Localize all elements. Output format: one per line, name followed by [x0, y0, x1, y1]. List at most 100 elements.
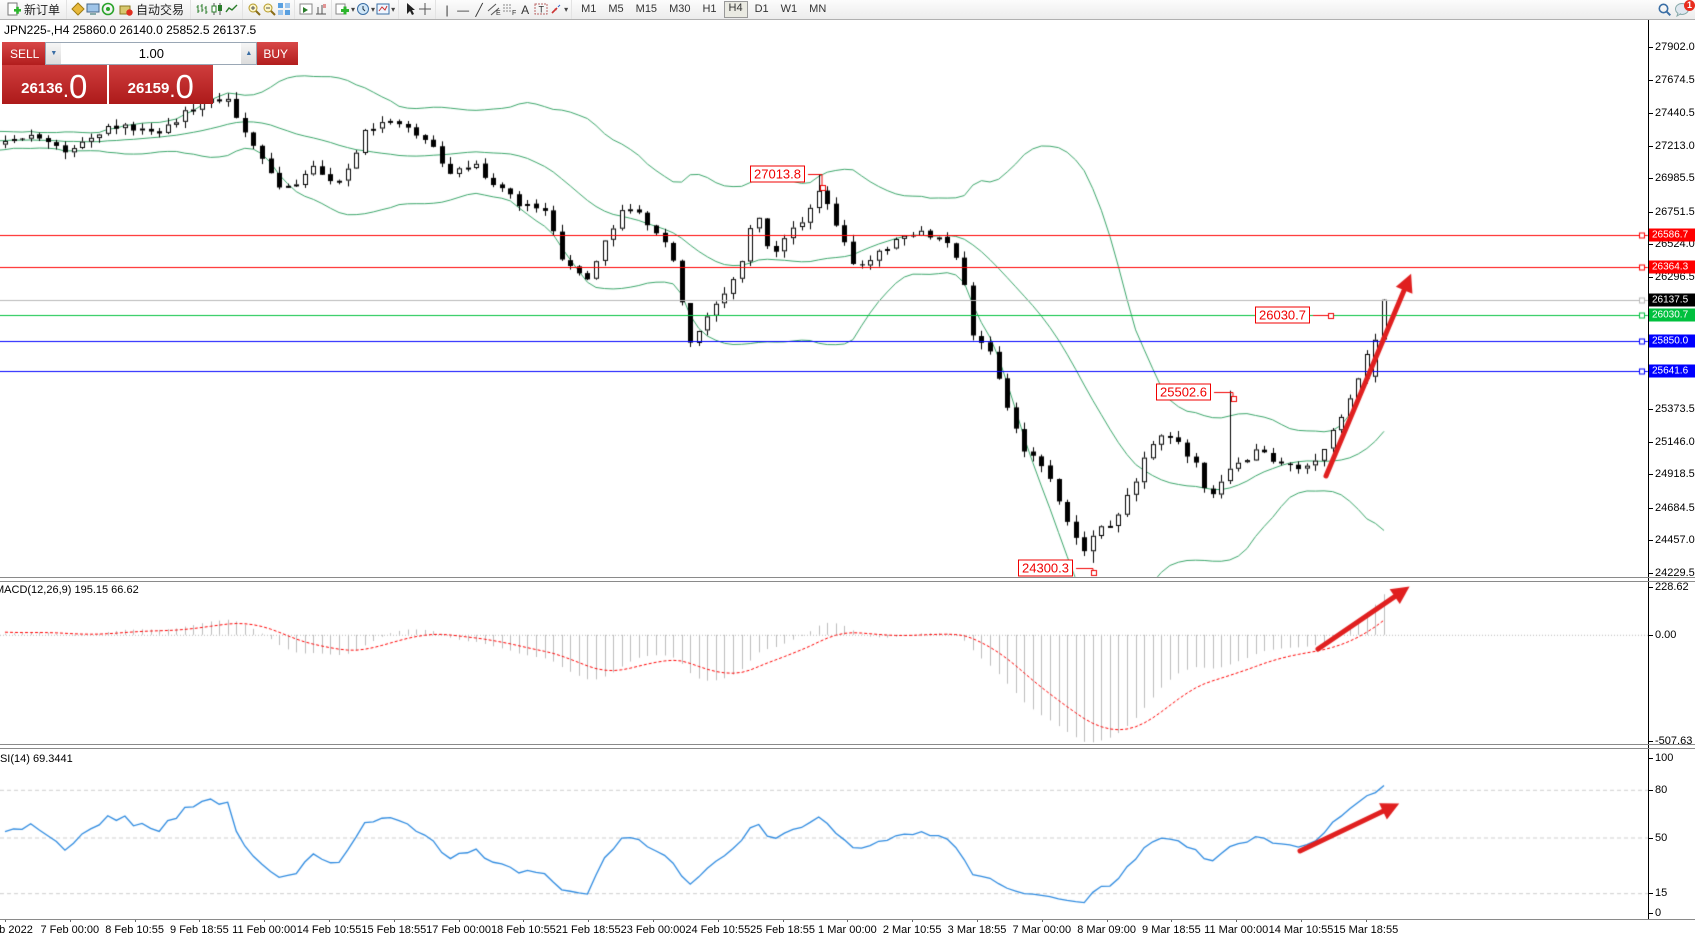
tab-timeframe-M5[interactable]: M5 — [608, 3, 624, 15]
vertical-line-icon[interactable]: | — [445, 2, 449, 17]
auto-trading-button[interactable]: 自动交易 — [115, 1, 187, 18]
period-clock-icon[interactable] — [355, 2, 370, 17]
time-label: 25 Feb 18:55 — [750, 924, 816, 936]
new-order-label: 新订单 — [24, 3, 61, 17]
tab-timeframe-M15[interactable]: M15 — [635, 3, 658, 15]
price-badge: 26137.5 — [1649, 293, 1695, 307]
price-callout[interactable]: 25502.6 — [1156, 383, 1211, 401]
chart-type-group — [190, 0, 242, 19]
time-label: 15 Mar 18:55 — [1333, 924, 1399, 936]
sell-price[interactable]: 26136. 0 — [2, 65, 107, 104]
pane-splitter-rsi[interactable] — [0, 744, 1695, 745]
template-icon[interactable] — [375, 2, 390, 17]
zoom-in-icon[interactable] — [246, 2, 261, 17]
pane-splitter-macd[interactable] — [0, 577, 1695, 578]
fibonacci-icon[interactable]: F — [502, 2, 517, 17]
rsi-tick-dash — [1649, 789, 1653, 791]
line-chart-icon[interactable] — [224, 2, 239, 17]
candlestick-icon[interactable] — [209, 2, 224, 17]
terminal-icon[interactable] — [85, 2, 100, 17]
buy-button[interactable]: BUY — [257, 42, 299, 65]
add-indicator-icon[interactable] — [335, 2, 350, 17]
time-tick-dash — [977, 919, 978, 922]
horizontal-line-icon[interactable]: — — [457, 2, 470, 17]
text-label-icon[interactable]: T — [533, 2, 548, 17]
new-order-button[interactable]: 新订单 — [3, 1, 63, 18]
chat-icon[interactable]: 1 — [1672, 0, 1695, 18]
price-tick: 24918.5 — [1655, 468, 1695, 481]
price-callout[interactable]: 24300.3 — [1018, 559, 1073, 577]
time-tick-dash — [199, 919, 201, 922]
tab-timeframe-H1[interactable]: H1 — [702, 3, 717, 15]
price-tick-dash — [1649, 441, 1653, 443]
tab-timeframe-M1[interactable]: M1 — [581, 3, 597, 15]
period-clock-caret[interactable]: ▾ — [371, 5, 376, 14]
arrows-object-caret[interactable]: ▾ — [564, 5, 569, 14]
buy-price[interactable]: 26159. 0 — [108, 65, 213, 105]
time-tick-dash — [912, 919, 914, 922]
tile-windows-icon[interactable] — [276, 2, 291, 17]
time-tick-dash — [653, 919, 654, 922]
volume-increase-button[interactable]: ▲ — [241, 43, 257, 64]
pane-splitter-macd[interactable] — [0, 581, 1695, 582]
volume-input[interactable] — [61, 43, 242, 64]
template-caret[interactable]: ▾ — [391, 5, 396, 14]
time-label: 3 Mar 18:55 — [947, 924, 1007, 936]
price-callout[interactable]: 27013.8 — [750, 165, 805, 183]
price-tick-dash — [1649, 573, 1653, 574]
pane-splitter-rsi[interactable] — [0, 748, 1695, 749]
search-icon[interactable] — [1657, 2, 1672, 17]
time-tick-dash — [1171, 919, 1173, 922]
time-tick-dash — [69, 919, 71, 922]
tab-timeframe-MN[interactable]: MN — [809, 3, 827, 15]
channel-icon[interactable]: E — [487, 2, 502, 17]
text-icon[interactable]: A — [521, 2, 530, 17]
crosshair-icon[interactable] — [417, 2, 432, 17]
cursor-icon[interactable] — [402, 2, 417, 17]
trendline-icon[interactable]: ╱ — [475, 2, 483, 17]
tab-timeframe-H4[interactable]: H4 — [723, 1, 748, 18]
tab-timeframe-D1[interactable]: D1 — [754, 3, 769, 15]
time-label: 23 Feb 00:00 — [620, 924, 686, 936]
bar-chart-icon[interactable] — [194, 2, 209, 17]
svg-text:F: F — [512, 10, 516, 16]
price-tick: 27440.5 — [1655, 107, 1695, 120]
time-axis-separator — [0, 919, 1695, 920]
auto-trading-label: 自动交易 — [136, 3, 185, 17]
add-indicator-caret[interactable]: ▾ — [351, 5, 356, 14]
macd-tick-dash — [1649, 634, 1653, 636]
time-label: 8 Feb 10:55 — [105, 924, 164, 936]
signal-icon[interactable] — [100, 2, 115, 17]
tab-timeframe-W1[interactable]: W1 — [780, 3, 798, 15]
window-group — [294, 0, 331, 19]
time-tick-dash — [1301, 919, 1302, 922]
buy-price-frac: 0 — [175, 68, 194, 105]
arrows-object-icon[interactable] — [548, 2, 563, 17]
time-tick-dash — [717, 919, 719, 922]
price-tick-dash — [1649, 276, 1653, 278]
price-callout[interactable]: 26030.7 — [1255, 306, 1310, 324]
price-tick: 25146.0 — [1655, 435, 1695, 448]
navigator-icon[interactable] — [298, 2, 313, 17]
market-profile-icon[interactable] — [70, 2, 85, 17]
time-tick-dash — [1236, 919, 1238, 922]
time-label: 2 Mar 10:55 — [882, 924, 942, 936]
sell-button[interactable]: SELL — [2, 42, 46, 65]
zoom-out-icon[interactable] — [261, 2, 276, 17]
tab-timeframe-M30[interactable]: M30 — [669, 3, 691, 15]
main-toolbar: 新订单 自动交易 — [0, 0, 1695, 20]
price-tick: 26985.5 — [1655, 172, 1695, 185]
price-tick-dash — [1649, 211, 1653, 213]
rsi-tick-dash — [1649, 913, 1653, 914]
time-label: 11 Mar 00:00 — [1204, 924, 1269, 936]
price-badge: 26030.7 — [1649, 308, 1695, 322]
price-tick: 26751.5 — [1655, 205, 1695, 218]
price-tick-dash — [1649, 113, 1653, 115]
rsi-tick: 15 — [1655, 887, 1668, 900]
data-window-icon[interactable] — [313, 2, 328, 17]
volume-decrease-button[interactable]: ▼ — [46, 43, 62, 64]
zoom-group — [242, 0, 294, 19]
time-label: 15 Feb 18:55 — [361, 924, 427, 936]
time-tick-dash — [1365, 919, 1367, 922]
